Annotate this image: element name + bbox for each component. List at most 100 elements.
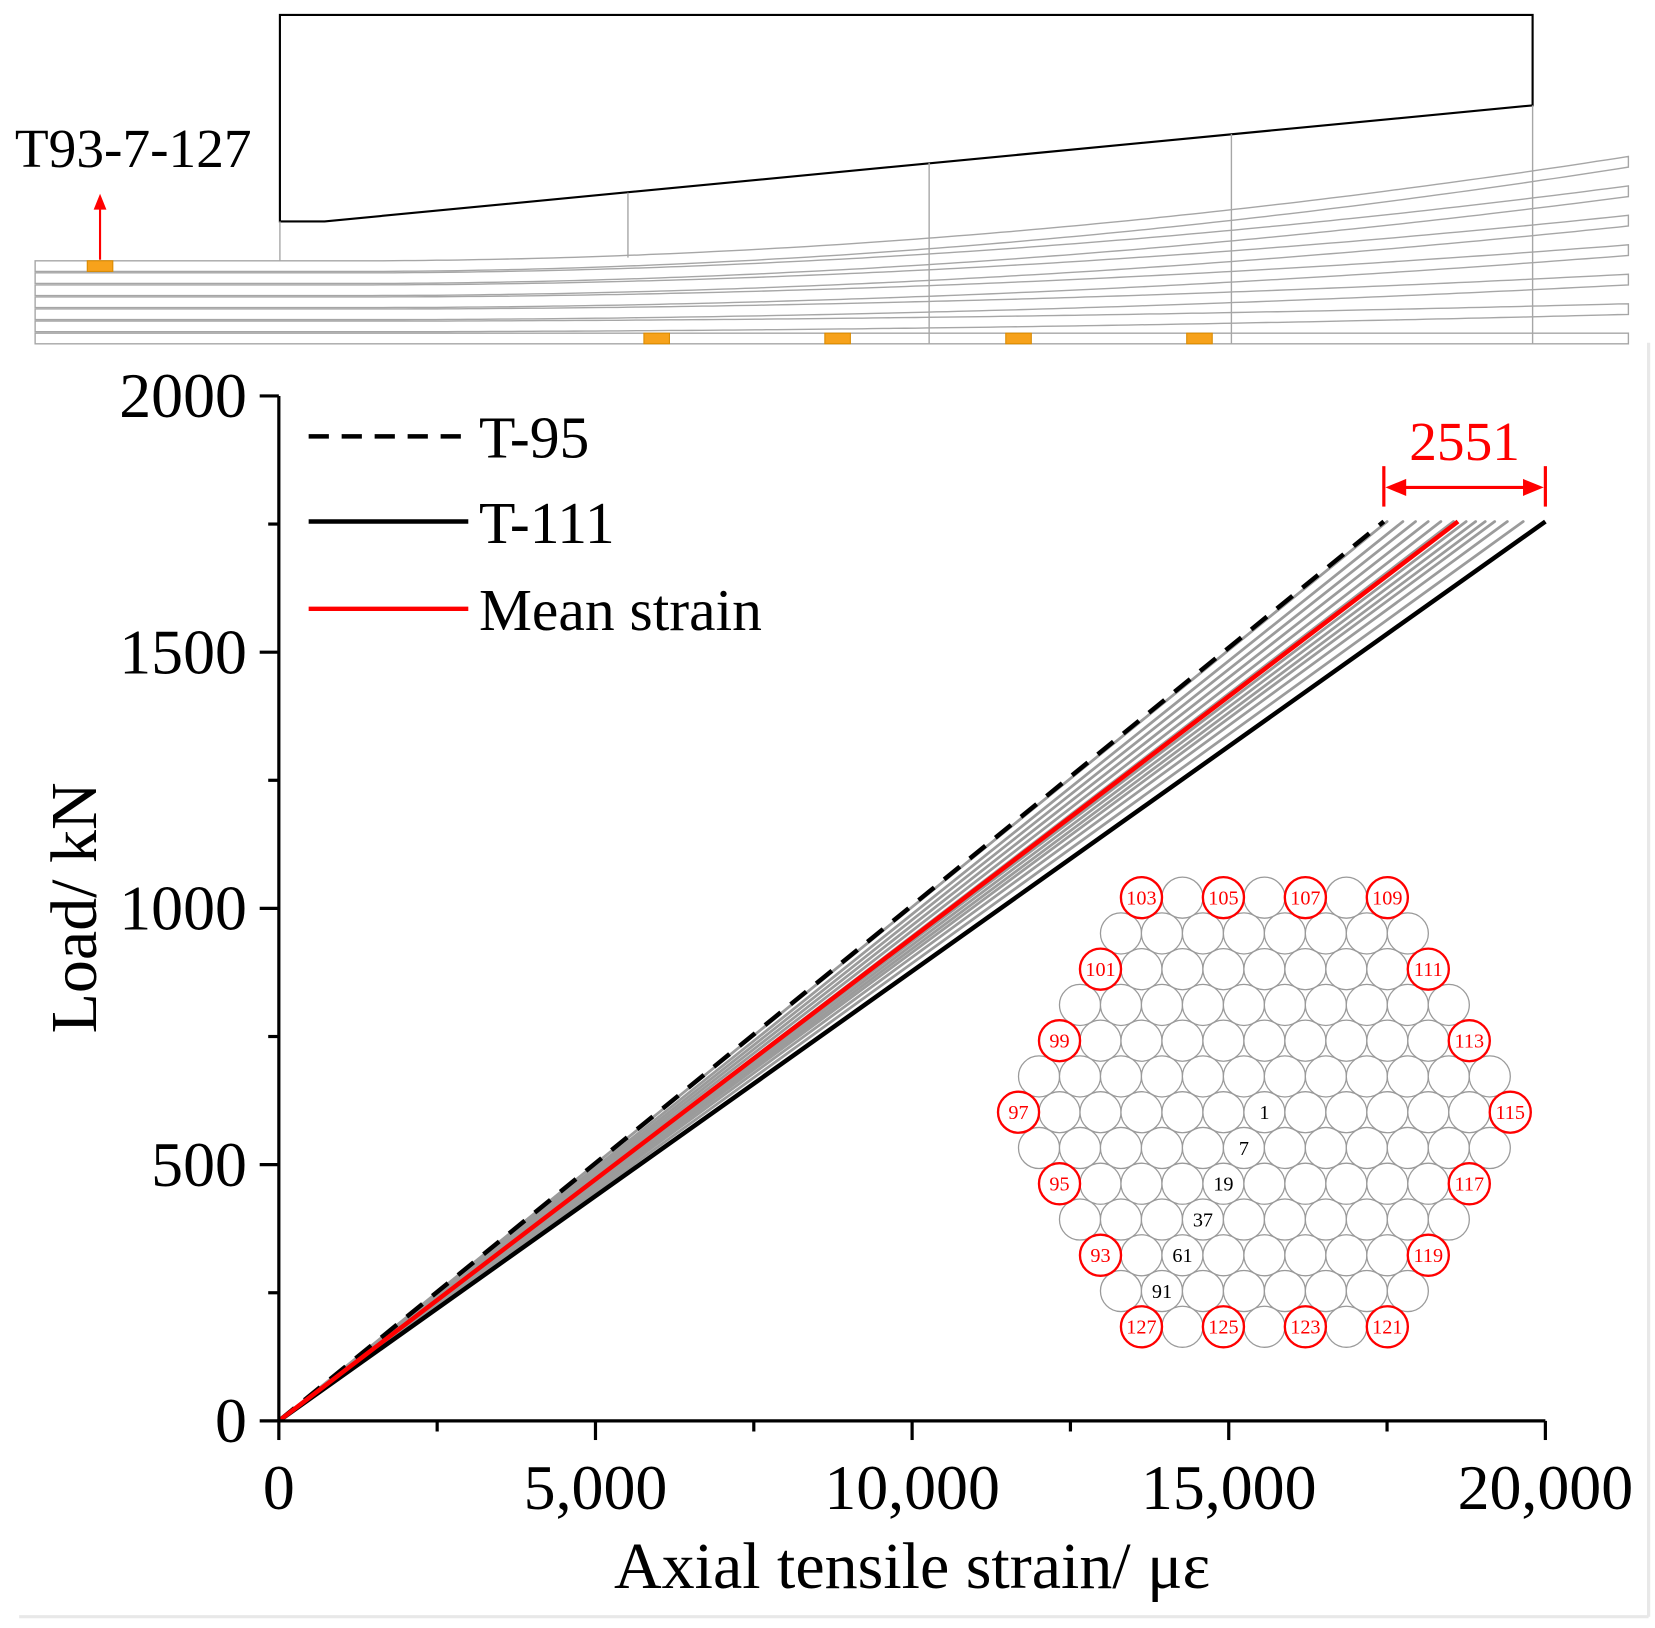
wire-circle: [1345, 1126, 1389, 1170]
figure-frame: [19, 342, 1651, 1619]
wire-circle: [1325, 876, 1368, 919]
wire-label-layer: 37: [1193, 1209, 1213, 1231]
prestressing-strand: [34, 214, 1630, 297]
wire-circle: [1222, 983, 1266, 1027]
wire-circle: [1079, 1162, 1122, 1205]
highlighted-wire-circle: [1078, 947, 1123, 991]
wire-circle: [1386, 983, 1429, 1027]
wire-circle: [1058, 1198, 1102, 1241]
wire-label-highlighted: 101: [1085, 959, 1115, 981]
wire-circle: [1284, 1019, 1327, 1062]
x-tick-label: 15,000: [1141, 1452, 1317, 1523]
wire-circle: [1202, 1234, 1245, 1277]
wire-label-layer: 19: [1213, 1174, 1233, 1196]
highlighted-wire-circle: [1119, 875, 1164, 920]
wire-circle: [1407, 1019, 1450, 1062]
wire-circle: [1243, 1019, 1286, 1062]
wire-circle: [1386, 1126, 1429, 1170]
wire-label-highlighted: 95: [1049, 1174, 1069, 1196]
wire-circle: [1345, 912, 1389, 955]
wire-label-highlighted: 103: [1126, 888, 1156, 910]
wire-label-highlighted: 125: [1208, 1317, 1238, 1339]
highlighted-wire-circle: [996, 1090, 1041, 1134]
prestressing-strand: [34, 273, 1630, 321]
wire-label-highlighted: 113: [1454, 1031, 1484, 1053]
highlighted-wire-circle: [1406, 947, 1451, 991]
strain-gauge-bottom: [824, 332, 851, 345]
axis-ticks: 0 5,000 10,000 15,000 20,000 0 500 1000 1500 2000: [119, 360, 1633, 1523]
wire-label-layer: 61: [1172, 1245, 1192, 1267]
wire-circle: [1345, 983, 1389, 1027]
wire-circle: [1427, 1055, 1470, 1098]
wire-label-highlighted: 123: [1290, 1317, 1320, 1339]
wire-circle: [1202, 1019, 1245, 1062]
wire-circle: [1325, 1234, 1368, 1277]
wire-label-highlighted: 107: [1290, 888, 1320, 910]
wire-circle: [1038, 1091, 1081, 1134]
annotation-arrowhead-right: [1523, 478, 1544, 496]
load-strain-chart: 0 5,000 10,000 15,000 20,000 0 500 1000 1500 2000…: [38, 360, 1633, 1603]
wire-label-layer: 91: [1152, 1281, 1172, 1303]
wire-circle: [1079, 1019, 1122, 1062]
wire-circle: [1386, 1269, 1429, 1313]
strand-bundle: [34, 155, 1630, 345]
wire-circle: [1386, 912, 1429, 955]
wire-circle: [1181, 1269, 1225, 1313]
series-line-t-111: [277, 519, 1547, 1423]
wire-circle: [1263, 1269, 1307, 1313]
wire-circle: [1099, 1055, 1143, 1098]
y-tick-label: 500: [151, 1129, 247, 1200]
pointer-arrow-head: [93, 193, 107, 210]
wire-circle: [1120, 1091, 1163, 1134]
wire-label-highlighted: 109: [1372, 888, 1402, 910]
wire-label-layer: 7: [1239, 1138, 1249, 1160]
wire-circle: [1468, 1126, 1511, 1170]
highlighted-wire-circle: [1283, 1305, 1328, 1349]
highlighted-wire-circle: [1365, 875, 1410, 920]
y-axis-title: Load/ kN: [38, 782, 111, 1033]
wire-circle: [1325, 1305, 1368, 1348]
wire-circle: [1243, 876, 1286, 919]
y-tick-label: 2000: [119, 360, 247, 431]
highlighted-wire-circle: [1406, 1233, 1451, 1277]
wire-circle: [1017, 1126, 1061, 1170]
wire-circle: [1099, 1198, 1143, 1241]
wire-circle: [1161, 947, 1204, 991]
prestressing-strand: [34, 155, 1630, 273]
wire-circle: [1017, 1055, 1061, 1098]
wire-circle: [1325, 1019, 1368, 1062]
highlighted-wire-circle: [1365, 1305, 1410, 1349]
wire-circle: [1140, 1126, 1184, 1170]
series-line-mean-strain: [277, 519, 1460, 1423]
wire-circle: [1202, 947, 1245, 991]
wire-circle: [1304, 1055, 1348, 1098]
wire-circle: [1284, 1162, 1327, 1205]
wire-circle: [1058, 983, 1102, 1027]
wire-circle: [1263, 1055, 1307, 1098]
wire-circle: [1120, 947, 1163, 991]
wire-circle: [1427, 983, 1470, 1027]
wire-circle: [1140, 983, 1184, 1027]
highlighted-wire-circle: [1283, 875, 1328, 920]
wire-circle: [1366, 947, 1409, 991]
section-lines: [279, 105, 1534, 344]
wire-circle: [1468, 1055, 1511, 1098]
legend-label-t-95: T-95: [479, 405, 589, 471]
wire-circle: [1366, 1091, 1409, 1134]
wire-label-highlighted: 127: [1126, 1317, 1156, 1339]
wire-circle: [1140, 912, 1184, 955]
wire-label-highlighted: 111: [1414, 959, 1443, 981]
strand-label: T93-7-127: [15, 118, 252, 179]
wire-circle: [1099, 1269, 1143, 1313]
series-lines: [277, 519, 1547, 1423]
wire-circle: [1120, 1019, 1163, 1062]
prestressing-strand: [34, 303, 1630, 333]
strain-gauge-top: [86, 260, 114, 272]
wire-circle: [1181, 1055, 1225, 1098]
gauge-pointer-arrow: [93, 193, 107, 260]
legend-label-mean-strain: Mean strain: [479, 577, 762, 643]
wire-circle: [1120, 1162, 1163, 1205]
wire-circle: [1407, 1091, 1450, 1134]
x-axis-title: Axial tensile strain/ με: [614, 1530, 1210, 1603]
legend: T-95 T-111 Mean strain: [308, 405, 762, 643]
